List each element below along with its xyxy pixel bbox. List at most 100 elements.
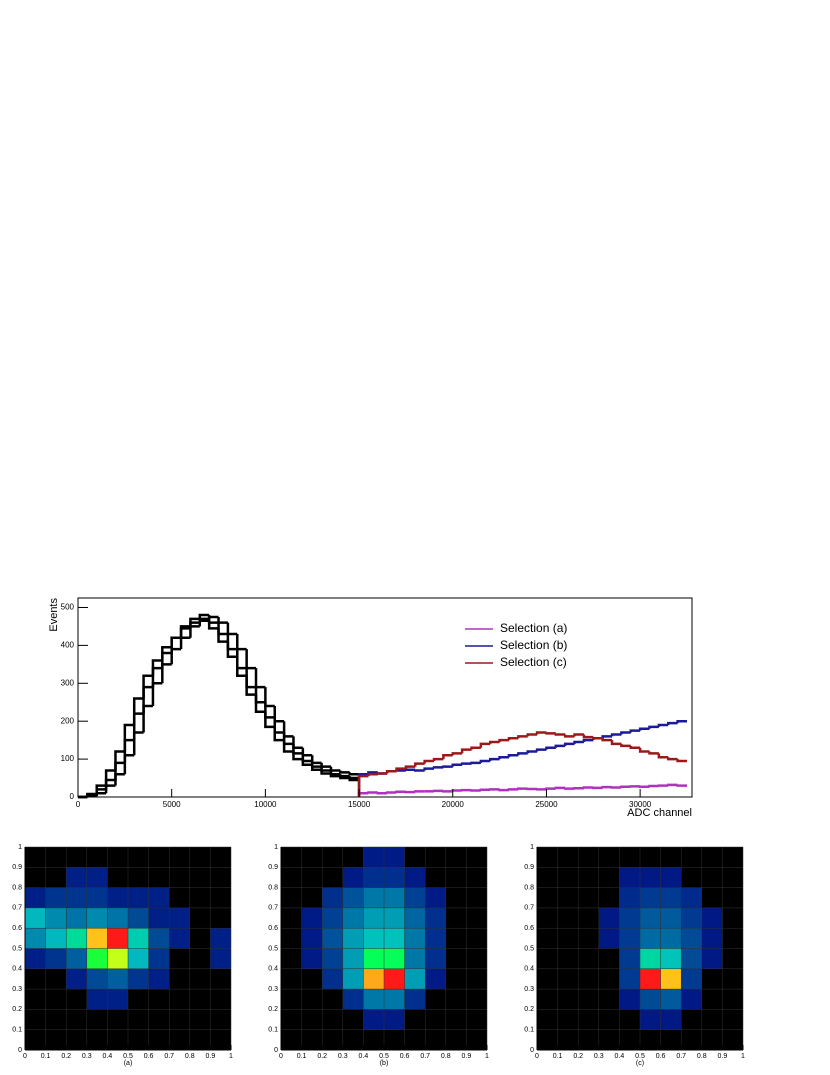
heatmap-cell	[660, 887, 682, 908]
heatmap-cell	[660, 989, 682, 1010]
heatmap-cell	[681, 1009, 702, 1030]
heatmap-cell	[425, 968, 446, 990]
histogram-bin	[104, 784, 116, 794]
histogram-bin	[254, 668, 266, 689]
heatmap-cell	[598, 989, 620, 1010]
heatmap-cell	[45, 928, 67, 949]
heatmap-cell	[107, 968, 128, 990]
histogram-bin	[479, 788, 491, 792]
histogram-bin	[545, 746, 556, 750]
x-tick-label: 0.4	[359, 1053, 369, 1060]
heatmap-cell	[404, 989, 426, 1010]
heatmap-cell	[537, 928, 558, 949]
histogram-bin	[488, 740, 500, 744]
histogram-bin	[432, 757, 444, 761]
histogram-bin	[114, 750, 125, 771]
heatmap-cell	[128, 1009, 149, 1030]
heatmap-cell	[107, 928, 128, 949]
heatmap-cell	[619, 928, 640, 949]
heatmap-cell	[107, 1029, 128, 1050]
heatmap-cell	[404, 887, 426, 908]
heatmap-cell	[301, 867, 323, 888]
heatmap-cell	[66, 989, 87, 1010]
heatmap-cell	[210, 968, 231, 990]
histogram-bin	[264, 711, 275, 729]
histogram-bin	[629, 745, 641, 749]
heatmap-cell	[281, 989, 302, 1010]
heatmap-cell	[342, 907, 364, 929]
legend-label: Selection (c)	[500, 655, 567, 669]
x-tick-label: 1	[485, 1053, 489, 1060]
heatmap-cell	[66, 847, 87, 868]
heatmap-cell	[537, 1029, 558, 1050]
heatmap-cell	[301, 968, 323, 990]
x-tick-label: 0.4	[615, 1053, 625, 1060]
heatmap-cell	[363, 1029, 384, 1050]
histogram-bin	[282, 740, 294, 753]
heatmap-cell	[148, 1009, 170, 1030]
histogram-bin	[432, 766, 444, 769]
histogram-bin	[451, 789, 463, 792]
histogram-bin	[563, 787, 575, 790]
heatmap-cell	[210, 1029, 231, 1050]
heatmap-cell	[66, 928, 87, 949]
histogram-bin	[517, 787, 528, 790]
heatmap-cell	[640, 887, 661, 908]
heatmap-cell	[342, 948, 364, 969]
histogram-bin	[460, 762, 472, 765]
heatmap-cell	[66, 907, 87, 929]
heatmap-cell	[660, 1029, 682, 1050]
heatmap-cell	[425, 1029, 446, 1050]
heatmap-cell	[25, 968, 46, 990]
heatmap-cell	[537, 948, 558, 969]
heatmap-cell	[701, 907, 723, 929]
x-tick-label: 1	[741, 1053, 745, 1060]
histogram-bin	[657, 753, 669, 759]
histogram-bin	[310, 764, 322, 771]
heatmap-cell	[169, 887, 190, 908]
x-tick-label: 0	[76, 800, 81, 809]
y-tick-label: 0.1	[524, 1027, 534, 1034]
histogram-bin	[545, 787, 556, 790]
histogram-bin	[582, 734, 594, 739]
heatmap-cell	[557, 887, 579, 908]
histogram-bin	[666, 721, 678, 725]
heatmap-cell	[445, 847, 467, 868]
histogram-bin	[245, 675, 257, 696]
y-tick-label: 0.5	[12, 945, 22, 952]
histogram-bin	[620, 731, 631, 735]
histogram-bin	[610, 733, 622, 737]
panel-label: (c)	[636, 1060, 644, 1067]
heatmap-cell	[322, 847, 343, 868]
histogram-bin	[666, 783, 678, 787]
histogram-bin	[292, 736, 303, 749]
heatmap-cell	[578, 1009, 599, 1030]
heatmap-cell	[322, 887, 343, 908]
heatmap-cell	[445, 867, 467, 888]
heatmap-cell	[107, 847, 128, 868]
y-tick-label: 0.1	[268, 1027, 278, 1034]
heatmap-cell	[404, 907, 426, 929]
heatmap-cell	[210, 1009, 231, 1030]
histogram-bin	[535, 748, 547, 752]
heatmap-cell	[681, 968, 702, 990]
y-tick-label: 0.5	[268, 945, 278, 952]
heatmap-cell	[25, 1029, 46, 1050]
y-tick-label: 0.9	[524, 864, 534, 871]
y-tick-label: 0	[274, 1047, 278, 1054]
heatmap-cell	[45, 907, 67, 929]
histogram-bin	[554, 744, 566, 748]
heatmap-cell	[301, 1029, 323, 1050]
heatmap-cell	[578, 948, 599, 969]
histogram-bin	[339, 770, 350, 774]
heatmap-cell	[169, 928, 190, 949]
heatmap-cell	[363, 968, 384, 990]
heatmap-cell	[210, 948, 231, 969]
histogram-bin	[236, 634, 247, 651]
histogram-bin	[151, 659, 163, 676]
histogram-bin	[629, 729, 641, 733]
heatmap-cell	[169, 948, 190, 969]
heatmap-cell	[128, 847, 149, 868]
